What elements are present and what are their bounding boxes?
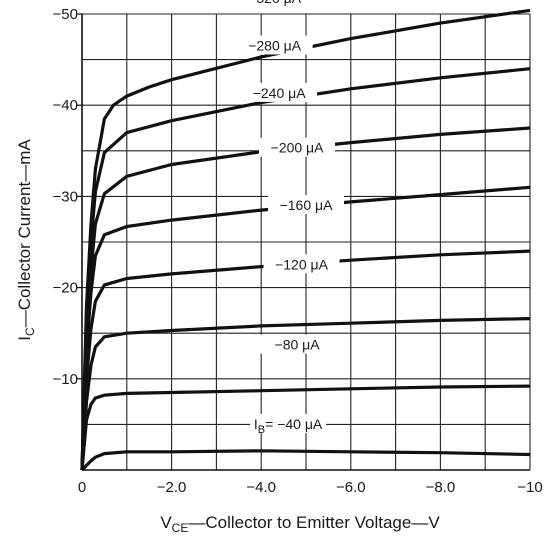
y-tick-label: −30: [53, 188, 78, 205]
series-label: −120 μA: [275, 256, 328, 272]
series-label-bg: [268, 195, 344, 215]
y-tick-label: −20: [53, 280, 78, 297]
series-label-bg: [236, 35, 313, 55]
series-label-bg: [236, 0, 313, 8]
x-axis-title: VCE—Collector to Emitter Voltage—V: [160, 513, 440, 535]
series-label-bg: [263, 254, 340, 274]
x-tick-label: −2.0: [157, 479, 187, 496]
series-line: [80, 8, 531, 471]
series-label: −320 μA: [248, 0, 301, 6]
characteristic-curves: [80, 8, 531, 472]
y-tick-label: −40: [53, 97, 78, 114]
tick-labels: 0 −2.0 −4.0 −6.0 −8.0 −10 −10 −20 −30 −40 −50: [53, 6, 543, 496]
series-line: [80, 249, 531, 471]
y-tick-label: −10: [53, 371, 78, 388]
x-tick-label: −6.0: [336, 479, 366, 496]
series-label: −80 μA: [275, 337, 321, 353]
series-label-bg: [259, 137, 336, 157]
y-tick-label: −50: [53, 6, 78, 23]
series-label-bg: [241, 82, 318, 102]
x-tick-label: 0: [78, 479, 86, 496]
series-label: −240 μA: [253, 85, 306, 101]
x-tick-label: −8.0: [426, 479, 456, 496]
series-line: [80, 317, 531, 471]
series-line: [80, 384, 531, 471]
x-tick-label: −4.0: [246, 479, 276, 496]
series-label: −200 μA: [271, 140, 324, 156]
series-label-bg: [259, 334, 336, 354]
series-label: IB= −40 μA: [254, 416, 323, 436]
y-axis-title: IC—Collector Current—mA: [15, 139, 37, 341]
axes: [81, 14, 530, 471]
series-label: −160 μA: [280, 197, 333, 213]
series-label-bg: [250, 413, 327, 433]
x-tick-label: −10: [517, 479, 542, 496]
series-label: −280 μA: [248, 37, 301, 53]
series-line: [80, 449, 531, 472]
grid: [82, 13, 531, 470]
curve-labels: IB= −40 μA −80 μA −120 μA −160 μA −200 μA −24…: [236, 0, 344, 436]
